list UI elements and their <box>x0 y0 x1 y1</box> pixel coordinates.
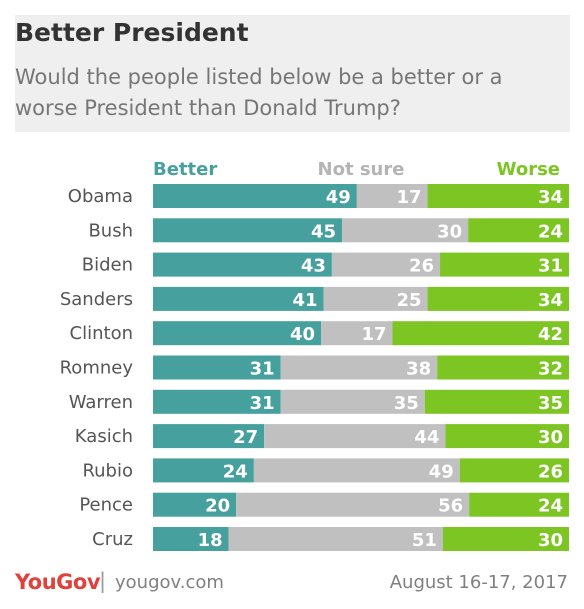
bar-segment-better <box>153 252 332 277</box>
bar-segment-not-sure <box>356 184 428 208</box>
header-panel <box>15 15 570 132</box>
bar-segment-worse <box>440 252 569 277</box>
data-label: 42 <box>538 324 563 345</box>
data-label: 24 <box>538 221 563 242</box>
bar-segment-worse <box>427 184 569 208</box>
data-label: 34 <box>538 187 563 208</box>
bar-segment-better <box>153 389 281 414</box>
data-label: 30 <box>538 530 563 551</box>
bar-segment-worse <box>437 355 569 380</box>
data-label: 56 <box>438 496 463 517</box>
bar-segment-better <box>153 458 254 483</box>
bar-segment-not-sure <box>323 286 428 311</box>
data-label: 44 <box>414 427 439 448</box>
data-label: 43 <box>301 256 326 277</box>
bar-segment-not-sure <box>228 527 443 551</box>
data-label: 18 <box>198 530 223 551</box>
bar-segment-not-sure <box>280 355 438 380</box>
footer-website-link[interactable]: yougov.com <box>115 572 224 593</box>
data-label: 25 <box>396 290 421 311</box>
category-label: Warren <box>69 392 133 413</box>
data-label: 32 <box>538 359 563 380</box>
data-label: 31 <box>250 393 275 414</box>
bar-segment-not-sure <box>253 458 460 483</box>
bar-segment-better <box>153 321 322 346</box>
category-label: Cruz <box>92 529 133 550</box>
data-label: 38 <box>406 359 431 380</box>
stacked-bar-chart: Better Not sure Worse Obama 49 17 34 Bush 45 30 24… <box>60 159 569 551</box>
bar-segment-worse <box>468 218 569 243</box>
bar-segment-better <box>153 184 357 208</box>
data-label: 49 <box>429 461 454 482</box>
chart-title: Better President <box>15 18 249 47</box>
data-label: 26 <box>538 461 563 482</box>
category-label: Bush <box>88 220 133 241</box>
category-label: Pence <box>79 495 133 516</box>
bar-segment-worse <box>459 458 569 483</box>
data-label: 49 <box>326 187 351 208</box>
data-label: 40 <box>290 324 315 345</box>
data-label: 17 <box>396 187 421 208</box>
data-label: 45 <box>311 221 336 242</box>
legend-label-not-sure: Not sure <box>318 159 405 180</box>
data-label: 27 <box>233 427 258 448</box>
bar-segment-not-sure <box>321 321 393 346</box>
data-label: 20 <box>205 496 230 517</box>
bar-segment-not-sure <box>331 252 441 277</box>
data-label: 31 <box>538 256 563 277</box>
bar-segment-better <box>153 424 265 449</box>
data-label: 41 <box>292 290 317 311</box>
category-label: Kasich <box>75 426 133 447</box>
category-label: Romney <box>60 358 134 379</box>
bar-segment-better <box>153 355 281 380</box>
data-label: 24 <box>538 496 563 517</box>
bar-segment-worse <box>445 424 569 449</box>
data-label: 30 <box>437 221 462 242</box>
yougov-logo: YouGov <box>15 570 101 594</box>
bar-segment-worse <box>427 286 569 311</box>
bar-segment-not-sure <box>342 218 469 243</box>
data-label: 24 <box>223 461 248 482</box>
category-label: Sanders <box>60 289 133 310</box>
survey-date: August 16-17, 2017 <box>389 572 568 593</box>
bar-segment-worse <box>424 389 569 414</box>
category-label: Biden <box>82 255 133 276</box>
data-label: 31 <box>250 359 275 380</box>
legend-label-better: Better <box>153 159 217 180</box>
bar-segment-not-sure <box>264 424 446 449</box>
bar-segment-better <box>153 527 229 551</box>
category-label: Rubio <box>82 460 133 481</box>
data-label: 30 <box>538 427 563 448</box>
category-label: Clinton <box>70 323 133 344</box>
bar-segment-not-sure <box>236 492 470 517</box>
bar-segment-worse <box>392 321 569 346</box>
data-label: 51 <box>412 530 437 551</box>
legend-label-worse: Worse <box>497 159 560 180</box>
bar-segment-worse <box>469 492 569 517</box>
data-label: 34 <box>538 290 563 311</box>
bar-segment-not-sure <box>280 389 425 414</box>
data-label: 17 <box>361 324 386 345</box>
bar-segment-worse <box>442 527 569 551</box>
data-label: 35 <box>394 393 419 414</box>
chart-subtitle: Would the people listed below be a bette… <box>15 65 503 120</box>
bar-segment-better <box>153 286 324 311</box>
bar-segment-better <box>153 218 343 243</box>
data-label: 35 <box>538 393 563 414</box>
footer-separator: | <box>99 569 107 593</box>
category-label: Obama <box>68 186 133 207</box>
bar-segment-better <box>153 492 237 517</box>
data-label: 26 <box>409 256 434 277</box>
